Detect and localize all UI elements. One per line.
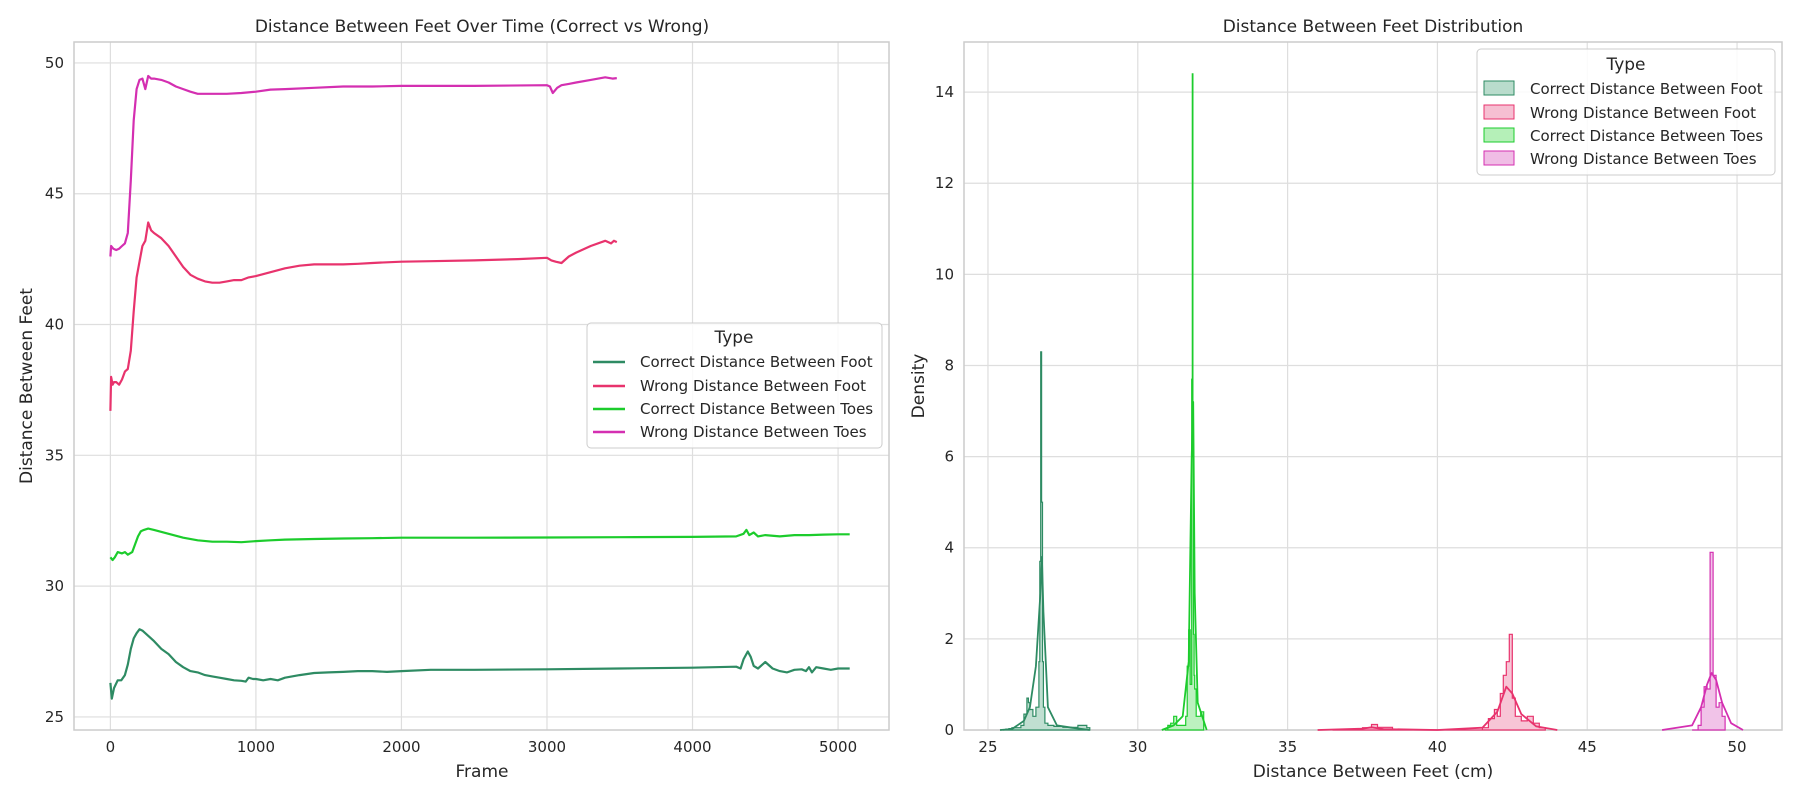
line-chart-y-tick-label: 25 — [45, 708, 64, 726]
density-legend-swatch-correct-toes — [1483, 127, 1515, 143]
line-chart-x-tick-label: 2000 — [382, 738, 420, 756]
density-legend-label-correct-toes: Correct Distance Between Toes — [1530, 127, 1763, 145]
density-chart-y-axis-label: Density — [909, 354, 929, 419]
line-legend-label-wrong-toes: Wrong Distance Between Toes — [640, 423, 867, 441]
line-legend-label-wrong-foot: Wrong Distance Between Foot — [640, 377, 866, 395]
line-series-correct-distance-between-toes — [109, 527, 850, 562]
line-chart-legend-box — [586, 322, 883, 449]
density-chart-tick-labels: 25 30 35 40 45 50 0 2 4 6 8 10 12 14 — [935, 83, 1747, 756]
line-chart-y-tick-label: 35 — [45, 446, 64, 464]
line-series-correct-distance-between-foot — [109, 628, 850, 700]
line-chart-y-tick-label: 50 — [45, 54, 64, 72]
line-chart-series — [109, 74, 850, 700]
density-chart-x-tick-label: 35 — [1278, 738, 1297, 756]
line-chart-y-tick-label: 45 — [45, 185, 64, 203]
line-legend-label-correct-toes: Correct Distance Between Toes — [640, 400, 873, 418]
density-chart-panel: 25 30 35 40 45 50 0 2 4 6 8 10 12 14 Distance Between… — [909, 17, 1783, 782]
density-chart-x-tick-label: 50 — [1728, 738, 1747, 756]
density-chart-x-tick-label: 25 — [978, 738, 997, 756]
density-chart-y-tick-label: 8 — [944, 356, 954, 374]
density-chart-title: Distance Between Feet Distribution — [1223, 17, 1524, 37]
density-chart-y-tick-label: 10 — [935, 265, 954, 283]
density-legend-swatch-correct-foot — [1483, 80, 1515, 96]
line-chart-tick-labels: 0 1000 2000 3000 4000 5000 25 30 35 40 45 50 — [45, 54, 857, 756]
line-chart-frame — [73, 41, 890, 731]
line-chart-x-tick-label: 5000 — [819, 738, 857, 756]
line-chart-y-tick-label: 30 — [45, 577, 64, 595]
density-chart-legend-title: Type — [1605, 55, 1645, 75]
line-chart-legend: Type Correct Distance Between Foot Wrong… — [586, 322, 883, 449]
density-chart-y-tick-label: 12 — [935, 174, 954, 192]
density-legend-swatch-wrong-toes — [1483, 150, 1515, 166]
line-chart-x-tick-label: 3000 — [528, 738, 566, 756]
density-chart-y-tick-label: 14 — [935, 83, 954, 101]
line-chart-y-tick-label: 40 — [45, 316, 64, 334]
kde-curve-wrong-distance-between-toes — [1661, 672, 1744, 731]
line-series-wrong-distance-between-foot — [109, 221, 618, 411]
line-chart-y-axis-label: Distance Between Feet — [17, 288, 37, 484]
density-chart-x-tick-label: 40 — [1428, 738, 1447, 756]
density-chart-y-tick-label: 6 — [944, 448, 954, 466]
density-chart-x-tick-label: 30 — [1128, 738, 1147, 756]
line-chart-x-axis-label: Frame — [456, 762, 509, 782]
kde-curve-correct-distance-between-foot — [999, 556, 1090, 731]
line-chart-title: Distance Between Feet Over Time (Correct… — [255, 17, 709, 37]
density-chart-x-axis-label: Distance Between Feet (cm) — [1253, 762, 1494, 782]
line-chart-x-tick-label: 1000 — [237, 738, 275, 756]
density-chart-y-tick-label: 0 — [944, 721, 954, 739]
density-chart-legend: Type Correct Distance Between Foot Wrong… — [1476, 48, 1776, 176]
kde-curve-correct-distance-between-toes — [1161, 400, 1208, 731]
line-chart-legend-title: Type — [713, 328, 753, 348]
density-chart-y-tick-label: 2 — [944, 630, 954, 648]
histogram-correct-distance-between-toes — [1164, 73, 1205, 731]
density-chart-y-tick-label: 4 — [944, 539, 954, 557]
line-legend-label-correct-foot: Correct Distance Between Foot — [640, 353, 873, 371]
density-chart-legend-box — [1476, 48, 1776, 176]
density-legend-label-wrong-toes: Wrong Distance Between Toes — [1530, 150, 1757, 168]
density-chart-gridlines — [964, 42, 1782, 731]
line-chart-x-tick-label: 4000 — [673, 738, 711, 756]
histogram-wrong-distance-between-toes — [1692, 551, 1726, 731]
density-legend-label-correct-foot: Correct Distance Between Foot — [1530, 80, 1763, 98]
kde-curve-wrong-distance-between-foot — [1317, 685, 1558, 731]
line-series-wrong-distance-between-toes — [109, 74, 617, 257]
density-chart-series — [999, 73, 1744, 731]
density-legend-swatch-wrong-foot — [1483, 104, 1515, 120]
line-chart-x-tick-label: 0 — [106, 738, 116, 756]
density-chart-x-tick-label: 45 — [1578, 738, 1597, 756]
line-chart-panel: 0 1000 2000 3000 4000 5000 25 30 35 40 45 50 Distan… — [17, 17, 890, 782]
histogram-wrong-distance-between-foot — [1332, 633, 1546, 731]
density-legend-label-wrong-foot: Wrong Distance Between Foot — [1530, 104, 1756, 122]
